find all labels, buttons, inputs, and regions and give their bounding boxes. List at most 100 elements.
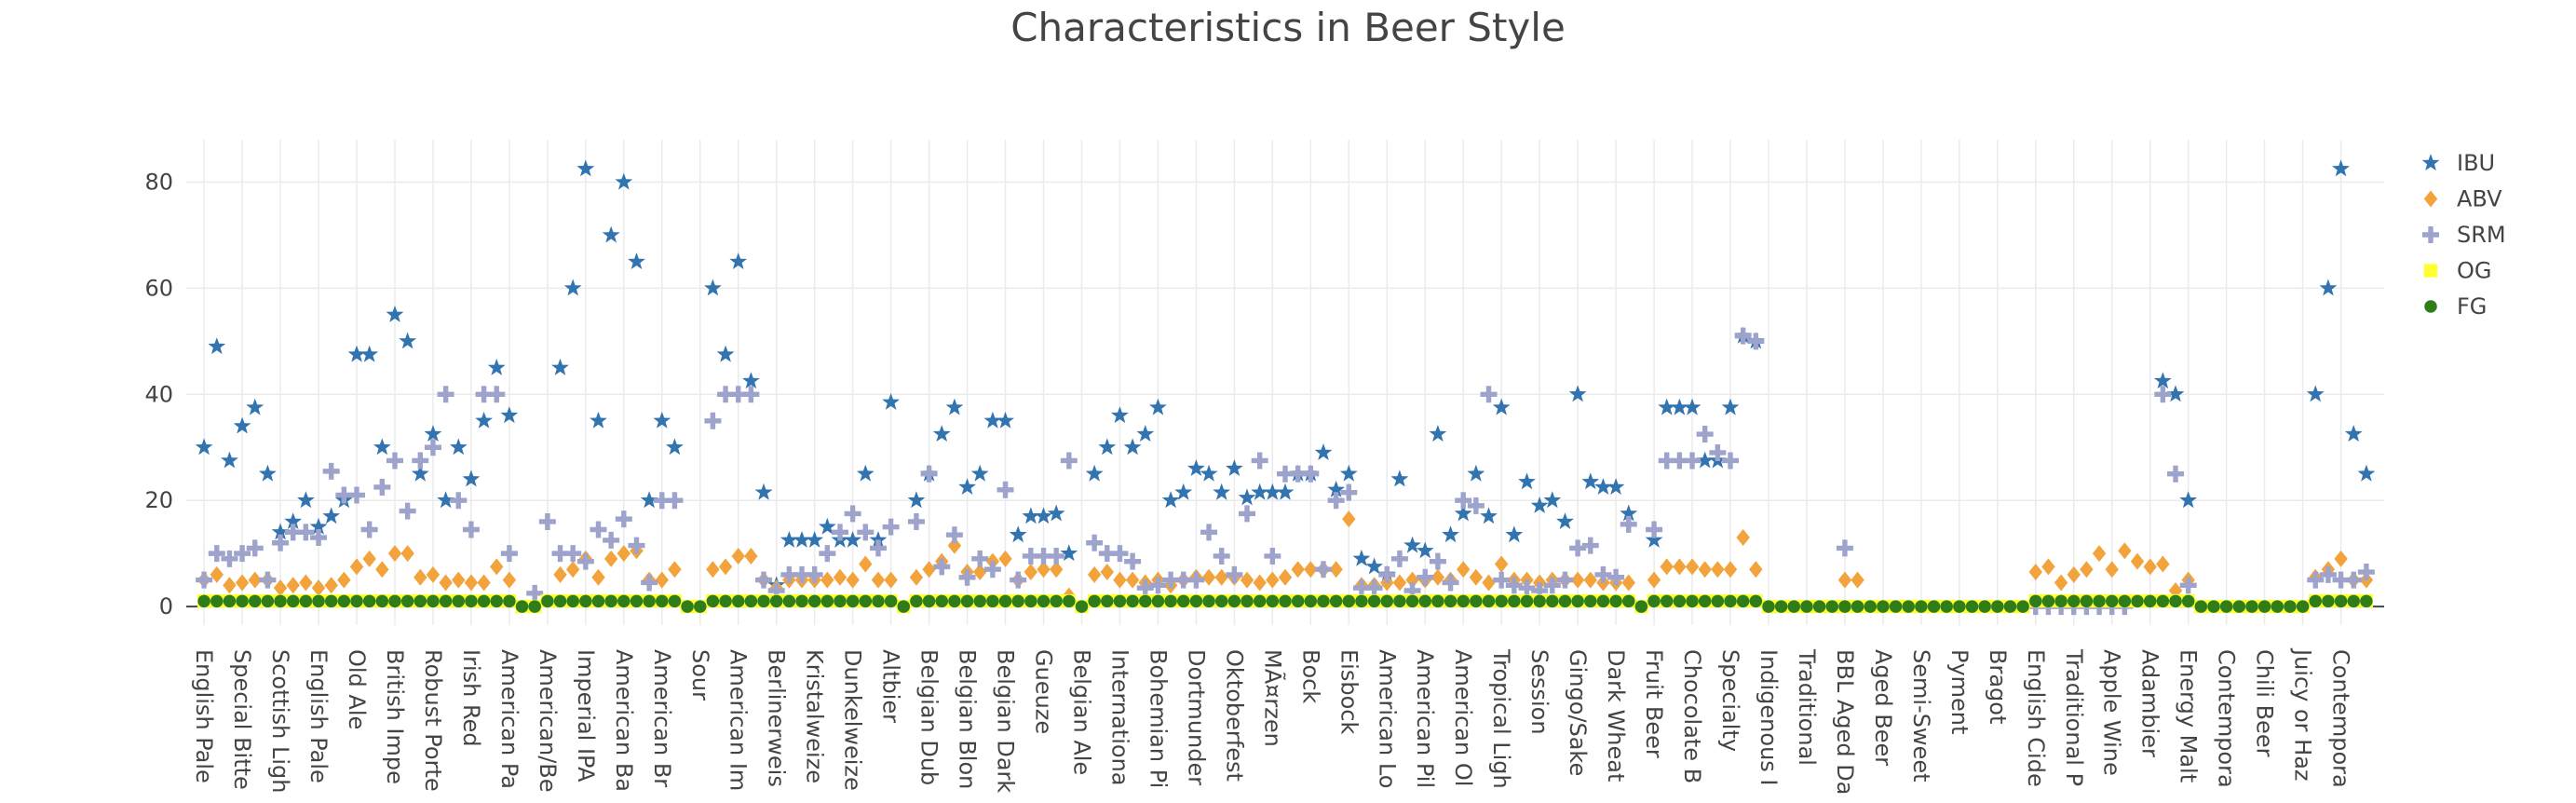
point — [272, 534, 290, 551]
point — [462, 470, 481, 487]
point — [221, 451, 238, 469]
point — [284, 512, 303, 529]
point — [1581, 472, 1600, 490]
point — [666, 492, 684, 510]
point — [2207, 600, 2220, 613]
point — [884, 571, 898, 589]
point — [1390, 470, 1409, 487]
point — [1660, 594, 1674, 608]
point — [2334, 594, 2348, 608]
point — [1149, 577, 1167, 594]
point — [1100, 564, 1114, 581]
point — [1240, 571, 1254, 589]
point — [1139, 594, 1152, 608]
point — [1533, 594, 1546, 608]
point — [729, 386, 747, 403]
point — [641, 574, 658, 592]
point — [1837, 571, 1852, 589]
point — [2322, 594, 2335, 608]
point — [2232, 600, 2246, 613]
point — [820, 571, 834, 589]
point — [1505, 525, 1524, 543]
point — [500, 406, 519, 424]
point — [1467, 464, 1485, 482]
point — [400, 545, 414, 563]
point — [475, 411, 493, 429]
point — [1174, 571, 1192, 589]
point — [1304, 561, 1318, 578]
point — [1365, 557, 1383, 575]
point — [1416, 541, 1434, 559]
point — [1686, 594, 1699, 608]
point — [2028, 564, 2042, 581]
point — [2118, 542, 2132, 560]
x-tick-label: Aged Beer — [1870, 649, 1896, 766]
point — [195, 438, 213, 456]
point — [983, 561, 1001, 578]
point — [565, 561, 580, 578]
point — [246, 398, 264, 415]
point — [1342, 510, 1356, 528]
point — [1660, 558, 1674, 576]
point — [1314, 561, 1332, 578]
point — [932, 425, 951, 442]
point — [1213, 547, 1230, 565]
point — [312, 594, 325, 608]
point — [1022, 547, 1039, 565]
point — [1327, 480, 1345, 497]
point — [780, 565, 798, 583]
point — [2143, 558, 2157, 576]
point — [2130, 552, 2145, 570]
point — [1594, 478, 1612, 495]
point — [856, 464, 874, 482]
point — [922, 561, 936, 578]
point — [831, 524, 848, 541]
point — [1365, 579, 1383, 597]
point — [2357, 564, 2375, 581]
point — [1622, 594, 1635, 608]
point — [1024, 594, 1037, 608]
point — [681, 600, 694, 613]
point — [2105, 594, 2119, 608]
point — [208, 337, 226, 355]
point — [2092, 545, 2107, 563]
point — [1800, 600, 1813, 613]
point — [1317, 594, 1330, 608]
point — [767, 581, 785, 599]
point — [375, 594, 389, 608]
x-tick-label: Juicy or Haz — [2290, 647, 2316, 782]
point — [1087, 565, 1102, 583]
point — [1339, 464, 1358, 482]
point — [1978, 600, 1991, 613]
point — [1609, 594, 1622, 608]
point — [297, 491, 315, 509]
point — [960, 594, 974, 608]
point — [360, 345, 379, 362]
point — [2306, 385, 2325, 402]
x-tick-label: Fruit Beer — [1641, 649, 1667, 758]
point — [427, 594, 440, 608]
point — [1570, 571, 1585, 589]
point — [449, 438, 468, 456]
x-tick-label: Dark Wheat — [1603, 649, 1629, 782]
point — [859, 594, 873, 608]
y-tick-label: 80 — [144, 170, 173, 196]
point — [1390, 550, 1408, 567]
point — [2016, 600, 2029, 613]
point — [223, 594, 237, 608]
point — [1352, 579, 1370, 597]
point — [541, 594, 554, 608]
point — [780, 531, 798, 548]
x-tick-label: Scottish Ligh — [267, 649, 293, 793]
point — [630, 594, 644, 608]
point — [2154, 386, 2172, 403]
point — [819, 545, 836, 563]
point — [2156, 555, 2170, 573]
point — [1902, 600, 1915, 613]
x-tick-label: Specialty — [1717, 649, 1743, 752]
point — [935, 594, 948, 608]
point — [1889, 600, 1903, 613]
point — [387, 545, 402, 563]
point — [869, 539, 887, 557]
point — [2179, 577, 2197, 594]
